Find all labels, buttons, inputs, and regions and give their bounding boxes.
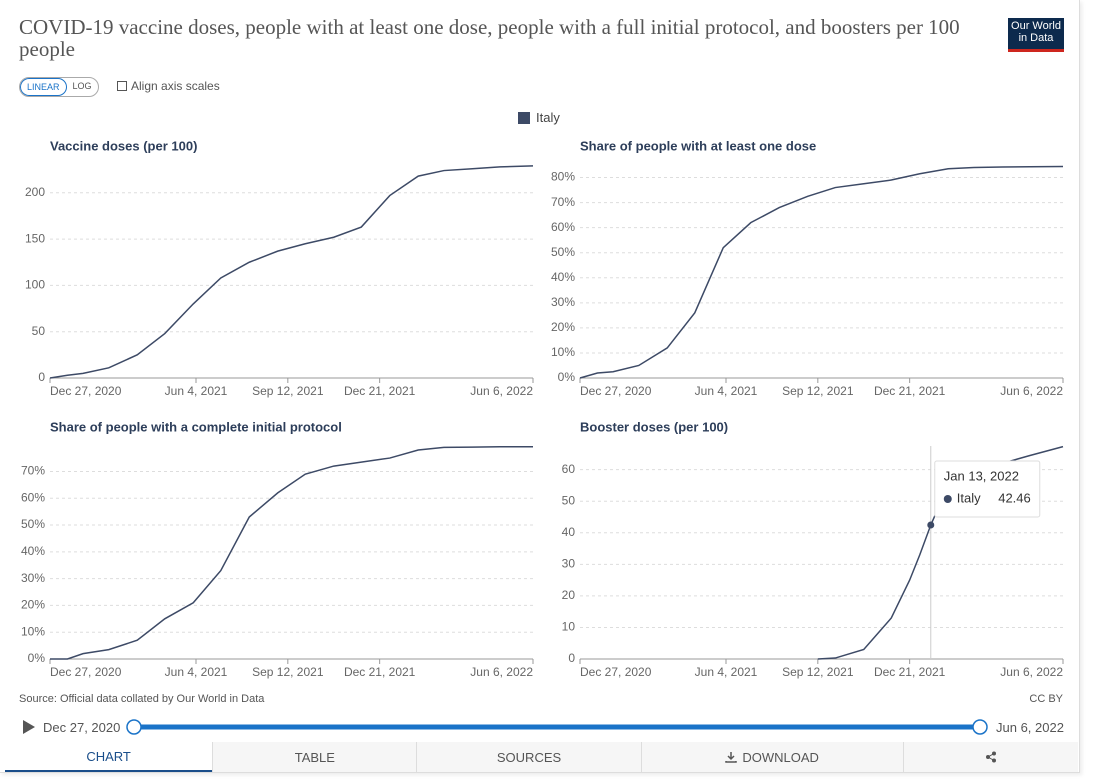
y-tick-label: 10% bbox=[21, 624, 45, 638]
page-title: COVID-19 vaccine doses, people with at l… bbox=[19, 15, 960, 61]
logo-line: Our World bbox=[1011, 20, 1061, 32]
chart-title: Vaccine doses (per 100) bbox=[50, 138, 197, 153]
y-tick-label: 30 bbox=[562, 557, 576, 571]
chart-title: Share of people with at least one dose bbox=[580, 138, 816, 153]
x-tick-label: Sep 12, 2021 bbox=[782, 665, 854, 679]
y-tick-label: 0 bbox=[38, 370, 45, 384]
y-tick-label: 20 bbox=[562, 588, 576, 602]
x-tick-label: Jun 4, 2021 bbox=[165, 384, 228, 398]
logo[interactable]: Our World in Data bbox=[1008, 18, 1064, 52]
download-icon bbox=[725, 752, 738, 763]
x-tick-label: Jun 4, 2021 bbox=[165, 665, 228, 679]
tooltip-series: Italy bbox=[957, 490, 981, 505]
y-tick-label: 50% bbox=[21, 517, 45, 531]
tab-label: CHART bbox=[86, 748, 131, 764]
y-tick-label: 40% bbox=[21, 544, 45, 558]
y-tick-label: 40 bbox=[562, 525, 576, 539]
source-note: Source: Official data collated by Our Wo… bbox=[19, 693, 265, 705]
y-tick-label: 10% bbox=[551, 345, 575, 359]
x-tick-label: Jun 6, 2022 bbox=[1000, 665, 1063, 679]
tooltip-value: 42.46 bbox=[998, 490, 1031, 505]
tab[interactable]: TABLE bbox=[212, 742, 416, 772]
x-tick-label: Jun 6, 2022 bbox=[470, 665, 533, 679]
y-tick-label: 0 bbox=[568, 651, 575, 665]
tab-label: DOWNLOAD bbox=[742, 749, 819, 765]
data-line bbox=[50, 446, 533, 660]
y-tick-label: 20% bbox=[551, 320, 575, 334]
y-tick-label: 70% bbox=[551, 195, 575, 209]
timeline-end: Jun 6, 2022 bbox=[996, 720, 1064, 735]
y-tick-label: 60% bbox=[551, 220, 575, 234]
y-tick-label: 60 bbox=[562, 462, 576, 476]
share-tab[interactable] bbox=[902, 742, 1078, 772]
data-line bbox=[49, 165, 534, 379]
checkbox-label: Align axis scales bbox=[131, 79, 220, 93]
x-tick-label: Dec 27, 2020 bbox=[50, 665, 122, 679]
share-icon bbox=[985, 751, 996, 763]
x-tick-label: Dec 21, 2021 bbox=[344, 384, 416, 398]
y-tick-label: 150 bbox=[25, 231, 45, 245]
license[interactable]: CC BY bbox=[1029, 693, 1063, 705]
x-tick-label: Sep 12, 2021 bbox=[252, 665, 324, 679]
tab-bar: CHART TABLE SOURCES DOWNLOAD bbox=[5, 742, 1078, 772]
x-tick-label: Jun 4, 2021 bbox=[695, 384, 758, 398]
y-tick-label: 70% bbox=[21, 464, 45, 478]
timeline-start: Dec 27, 2020 bbox=[43, 720, 121, 735]
x-tick-label: Dec 21, 2021 bbox=[874, 384, 946, 398]
logo-line: in Data bbox=[1018, 32, 1054, 44]
y-tick-label: 80% bbox=[551, 170, 575, 184]
play-button[interactable] bbox=[23, 720, 35, 734]
y-tick-label: 50 bbox=[562, 493, 576, 507]
x-tick-label: Sep 12, 2021 bbox=[782, 384, 854, 398]
legend-label: Italy bbox=[536, 110, 560, 125]
chart-title: Share of people with a complete initial … bbox=[50, 419, 342, 434]
hover-point bbox=[927, 521, 935, 529]
y-tick-label: 30% bbox=[551, 295, 575, 309]
log-button[interactable]: LOG bbox=[72, 81, 92, 91]
tab[interactable]: DOWNLOAD bbox=[640, 742, 903, 772]
y-tick-label: 0% bbox=[558, 370, 576, 384]
tooltip-box bbox=[934, 460, 1041, 518]
x-tick-label: Jun 4, 2021 bbox=[695, 665, 758, 679]
y-tick-label: 50% bbox=[551, 245, 575, 259]
x-tick-label: Jun 6, 2022 bbox=[470, 384, 533, 398]
tooltip-swatch bbox=[943, 495, 952, 503]
x-tick-label: Dec 27, 2020 bbox=[50, 384, 122, 398]
y-tick-label: 0% bbox=[28, 651, 46, 665]
y-tick-label: 40% bbox=[551, 270, 575, 284]
tab[interactable]: SOURCES bbox=[416, 742, 640, 772]
frame bbox=[0, 0, 1080, 773]
x-tick-label: Dec 21, 2021 bbox=[344, 665, 416, 679]
timeline-handle[interactable] bbox=[126, 719, 142, 735]
x-tick-label: Jun 6, 2022 bbox=[1000, 384, 1063, 398]
y-tick-label: 60% bbox=[21, 490, 45, 504]
tab-label: SOURCES bbox=[496, 749, 562, 765]
y-tick-label: 200 bbox=[25, 185, 45, 199]
tooltip-date: Jan 13, 2022 bbox=[944, 468, 1019, 483]
linear-button[interactable]: LINEAR bbox=[20, 78, 67, 96]
x-tick-label: Dec 21, 2021 bbox=[874, 665, 946, 679]
y-tick-label: 20% bbox=[21, 598, 45, 612]
chart-title: Booster doses (per 100) bbox=[580, 419, 728, 434]
timeline-handle[interactable] bbox=[972, 719, 988, 735]
tab-label: TABLE bbox=[294, 749, 335, 765]
checkbox[interactable] bbox=[117, 81, 127, 91]
data-line bbox=[579, 165, 1064, 379]
x-tick-label: Dec 27, 2020 bbox=[580, 665, 652, 679]
x-tick-label: Sep 12, 2021 bbox=[252, 384, 324, 398]
align-checkbox[interactable]: Align axis scales bbox=[117, 79, 220, 93]
legend-swatch bbox=[518, 112, 530, 124]
y-tick-label: 50 bbox=[32, 324, 46, 338]
scale-toggle: LINEAR LOG bbox=[19, 77, 99, 97]
tab[interactable]: CHART bbox=[5, 742, 213, 772]
timeline bbox=[23, 719, 988, 735]
y-tick-label: 10 bbox=[562, 620, 576, 634]
y-tick-label: 30% bbox=[21, 571, 45, 585]
y-tick-label: 100 bbox=[25, 278, 45, 292]
x-tick-label: Dec 27, 2020 bbox=[580, 384, 652, 398]
